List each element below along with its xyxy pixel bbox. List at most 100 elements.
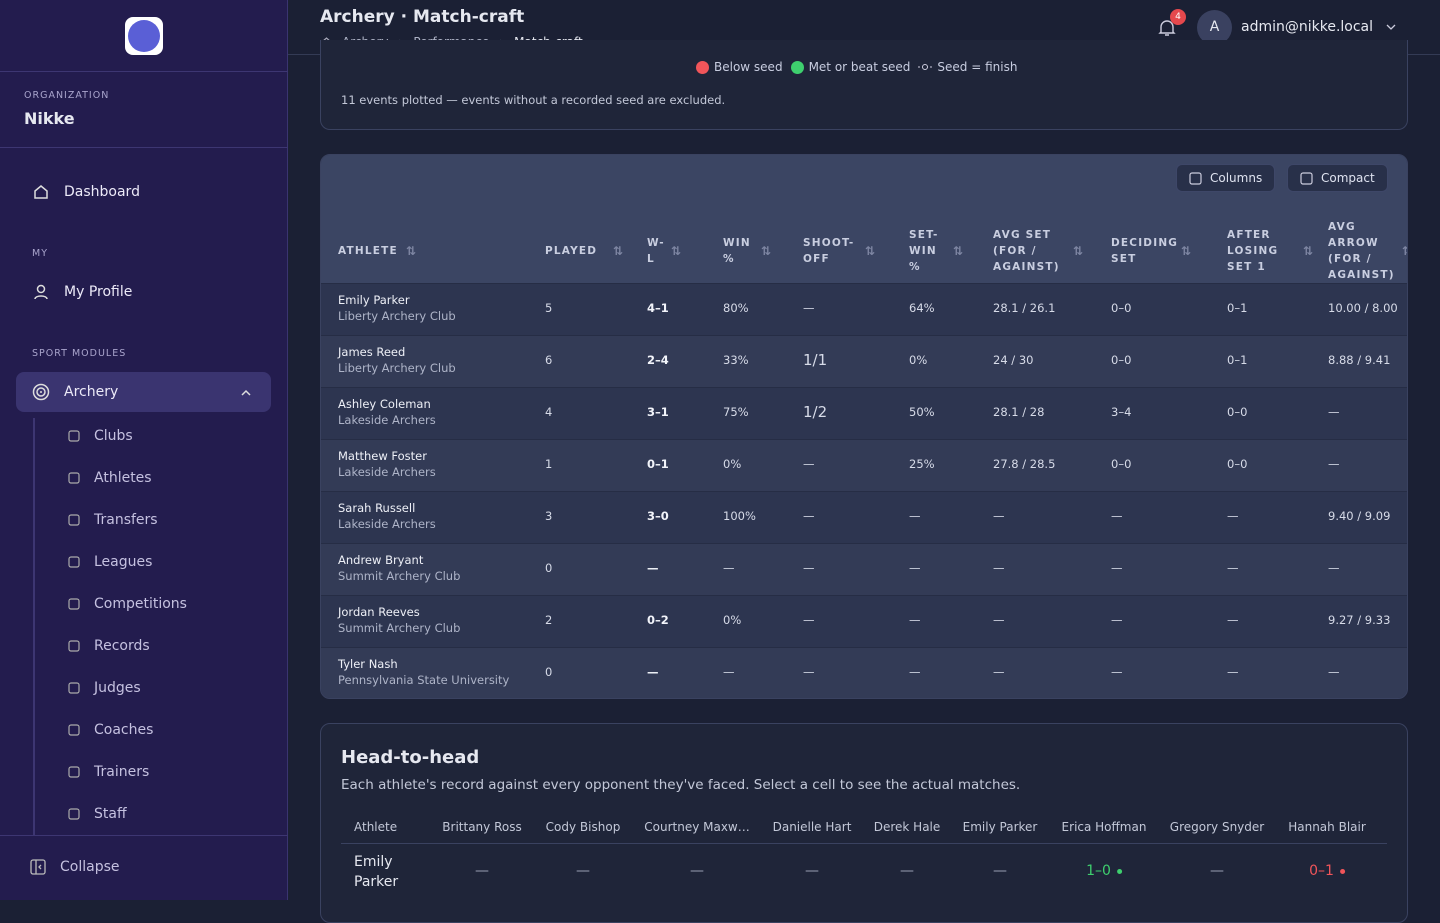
table-cell: 9.27 / 9.33 [1328,613,1391,627]
sort-icon: ⇅ [1073,244,1084,258]
nav-sub-item[interactable]: Trainers [66,764,149,780]
table-cell: 64% [909,301,935,315]
nav-archery-label: Archery [32,383,118,401]
table-cell: — [803,561,815,575]
column-label: Shoot-off [803,237,855,265]
column-header[interactable]: Shoot-off ⇅ [803,219,875,283]
table-cell: 75% [723,405,749,419]
h2h-column[interactable]: Courtney Maxw… [644,820,750,834]
table-cell: 0–1 [1227,301,1248,315]
nav-sub-label: Clubs [94,428,133,444]
table-cell: — [909,561,921,575]
table-cell: 2–4 [647,353,669,367]
nav-archery[interactable] [16,372,271,412]
table-cell: 0–0 [1111,457,1132,471]
column-header[interactable]: Avg set (for / against) ⇅ [993,219,1083,283]
nav-sub-label: Coaches [94,722,154,738]
nav-sub-item[interactable]: Athletes [66,470,152,486]
athlete-club: Lakeside Archers [338,517,436,531]
athlete-name: Jordan Reeves [338,605,420,619]
h2h-cell[interactable]: 0–1 [1309,863,1345,879]
nav-sub-item[interactable]: Records [66,638,150,654]
table-cell: 0% [909,353,928,367]
table-cell: — [909,509,921,523]
athlete-name: Emily Parker [338,293,410,307]
h2h-cell: — [1210,863,1224,879]
column-label: Avg set (for / against) [993,229,1060,273]
nav-sub-item[interactable]: Competitions [66,596,187,612]
nav-dashboard[interactable]: Dashboard [32,183,140,201]
column-header[interactable]: W-L ⇅ [647,219,681,283]
table-cell: 0 [545,665,553,679]
nav-sub-item[interactable]: Judges [66,680,141,696]
table-cell: — [909,665,921,679]
h2h-column[interactable]: Danielle Hart [772,820,852,834]
h2h-column[interactable]: Brittany Ross [442,820,522,834]
table-cell: 0–0 [1111,353,1132,367]
table-cell: — [1227,509,1239,523]
sort-icon: ⇅ [1181,244,1192,258]
column-header[interactable]: Deciding set ⇅ [1111,219,1191,283]
table-cell: 1 [545,457,553,471]
collapse[interactable]: Collapse [30,859,120,875]
table-cell: — [1111,561,1123,575]
column-header[interactable]: Avg arrow (for / against) ⇅ [1328,219,1407,283]
athlete-club: Summit Archery Club [338,621,461,635]
column-header[interactable]: Win % ⇅ [723,219,771,283]
head-to-head-card: Head-to-head Each athlete's record again… [320,723,1408,923]
nav-sub-label: Athletes [94,470,152,486]
result-dot [1116,868,1122,874]
table-cell: 2 [545,613,553,627]
stats-table: Columns Compact Athlete ⇅ Played ⇅ W-L ⇅ Win % ⇅ S… [320,154,1408,699]
column-header[interactable]: Athlete ⇅ [338,219,416,283]
nav-sub-item[interactable]: Leagues [66,554,152,570]
h2h-column[interactable]: Hannah Blair [1288,820,1366,834]
column-header[interactable]: Played ⇅ [545,219,623,283]
avatar[interactable]: A [1197,10,1232,45]
column-label: Played [545,245,598,257]
button-label: Columns [1210,171,1263,185]
table-cell: 6 [545,353,553,367]
table-cell: 27.8 / 28.5 [993,457,1056,471]
sort-icon: ⇅ [671,244,682,258]
user-email[interactable]: admin@nikke.local [1241,19,1374,35]
table-cell: — [803,665,815,679]
legend-item: Seed = finish [918,60,1017,74]
toolbar-button[interactable]: Compact [1287,164,1388,192]
table-row [321,283,1407,335]
nav-sub-label: Trainers [94,764,150,780]
nav-profile[interactable]: My Profile [32,283,132,301]
table-cell: 0 [545,561,553,575]
sort-icon: ⇅ [1303,244,1314,258]
section-label: MY [32,248,48,259]
h2h-column[interactable]: Erica Hoffman [1061,820,1147,834]
page-title: Archery · Match-craft [320,7,525,27]
h2h-column[interactable]: Derek Hale [873,820,941,834]
h2h-column[interactable]: Cody Bishop [545,820,621,834]
nav-sub-item[interactable]: Transfers [66,512,158,528]
nav-sub-item[interactable]: Clubs [66,428,133,444]
table-cell: 1/1 [803,351,828,369]
sort-icon: ⇅ [1402,243,1407,259]
nav-sub-label: Competitions [94,596,187,612]
nav-sub-item[interactable]: Staff [66,806,127,822]
column-header[interactable]: After losing set 1 ⇅ [1227,219,1313,283]
table-cell: — [803,301,815,315]
h2h-value: — [993,863,1007,879]
column-label: Avg arrow (for / against) [1328,221,1395,281]
h2h-cell: — [576,863,590,879]
h2h-column[interactable]: Emily Parker [962,820,1038,834]
athlete-name: Ashley Coleman [338,397,431,411]
athlete-club: Liberty Archery Club [338,361,456,375]
column-header[interactable]: Set-win % ⇅ [909,219,963,283]
h2h-cell[interactable]: 1–0 [1086,863,1122,879]
h2h-value: — [690,863,704,879]
nav-sub-item[interactable]: Coaches [66,722,153,738]
h2h-column[interactable]: Gregory Snyder [1169,820,1265,834]
toolbar-button[interactable]: Columns [1176,164,1276,192]
table-cell: — [723,561,735,575]
sort-icon: ⇅ [761,244,772,258]
table-cell: — [1227,665,1239,679]
legend-item: Below seed [696,60,783,74]
